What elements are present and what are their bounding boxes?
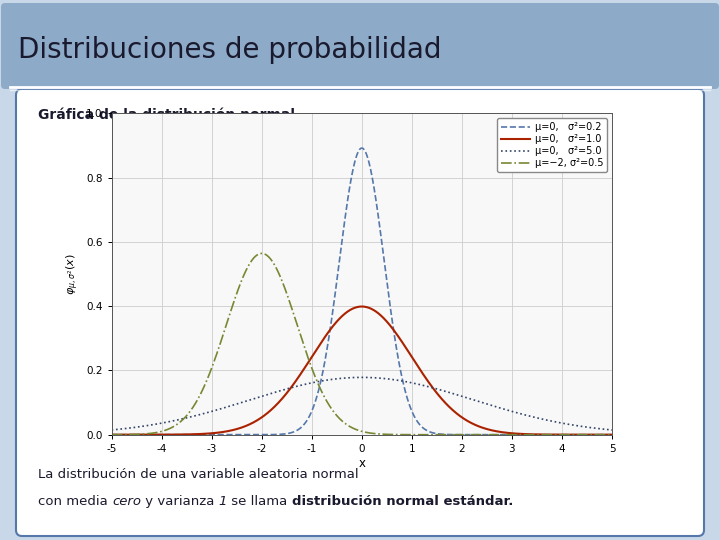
Text: La distribución de una variable aleatoria normal: La distribución de una variable aleatori… (38, 468, 359, 481)
Y-axis label: $\varphi_{\mu,\sigma^2}(x)$: $\varphi_{\mu,\sigma^2}(x)$ (64, 253, 81, 295)
Text: Distribuciones de probabilidad: Distribuciones de probabilidad (18, 36, 441, 64)
FancyBboxPatch shape (1, 3, 719, 89)
Legend: μ=0,   σ²=0.2, μ=0,   σ²=1.0, μ=0,   σ²=5.0, μ=−2, σ²=0.5: μ=0, σ²=0.2, μ=0, σ²=1.0, μ=0, σ²=5.0, μ… (497, 118, 607, 172)
Text: 1: 1 (219, 495, 227, 508)
Text: cero: cero (112, 495, 141, 508)
Text: Gráfica de la distribución normal: Gráfica de la distribución normal (38, 108, 295, 122)
Text: y varianza: y varianza (141, 495, 219, 508)
Text: con media: con media (38, 495, 112, 508)
Text: distribución normal estándar.: distribución normal estándar. (292, 495, 513, 508)
X-axis label: x: x (359, 456, 365, 469)
FancyBboxPatch shape (16, 89, 704, 536)
Text: se llama: se llama (227, 495, 292, 508)
